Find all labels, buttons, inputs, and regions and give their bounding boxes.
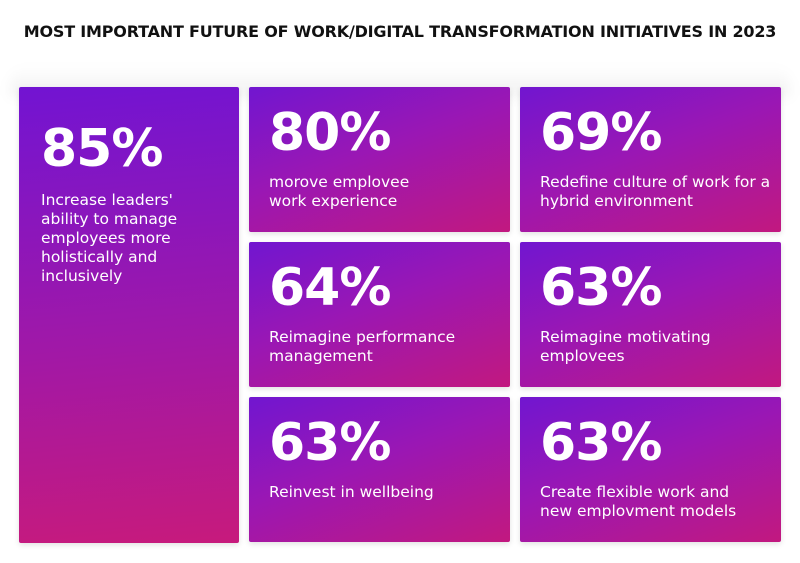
stat-card-3: 69% Redefine culture of work for a hybri… — [520, 87, 781, 232]
stat-value-2: 80% — [269, 103, 391, 163]
stat-card-7: 63% Create flexible work and new emplovm… — [520, 397, 781, 542]
stat-description-7: Create flexible work and new emplovment … — [540, 483, 737, 520]
stat-value-6: 63% — [269, 413, 391, 473]
stat-description-5: Reimagine motivating emplovees — [540, 328, 711, 365]
stat-card-6: 63% Reinvest in wellbeing — [249, 397, 510, 542]
stat-description-6: Reinvest in wellbeing — [269, 483, 434, 501]
stat-card-1: 85% Increase leaders' ability to manage … — [19, 87, 239, 543]
stat-value-7: 63% — [540, 413, 662, 473]
stat-value-3: 69% — [540, 103, 662, 163]
stat-card-2: 80% morove emplovee work experience — [249, 87, 510, 232]
chart-title: MOST IMPORTANT FUTURE OF WORK/DIGITAL TR… — [23, 22, 777, 41]
stat-description-1: Increase leaders' ability to manage empl… — [41, 191, 178, 285]
stat-card-5: 63% Reimagine motivating emplovees — [520, 242, 781, 387]
stat-description-4: Reimagine performance management — [269, 328, 456, 365]
stat-value-1: 85% — [41, 119, 163, 179]
stat-description-2: morove emplovee work experience — [269, 173, 410, 210]
stat-description-3: Redefine culture of work for a hybrid en… — [540, 173, 771, 210]
stat-value-4: 64% — [269, 258, 391, 318]
stat-value-5: 63% — [540, 258, 662, 318]
stat-card-4: 64% Reimagine performance management — [249, 242, 510, 387]
